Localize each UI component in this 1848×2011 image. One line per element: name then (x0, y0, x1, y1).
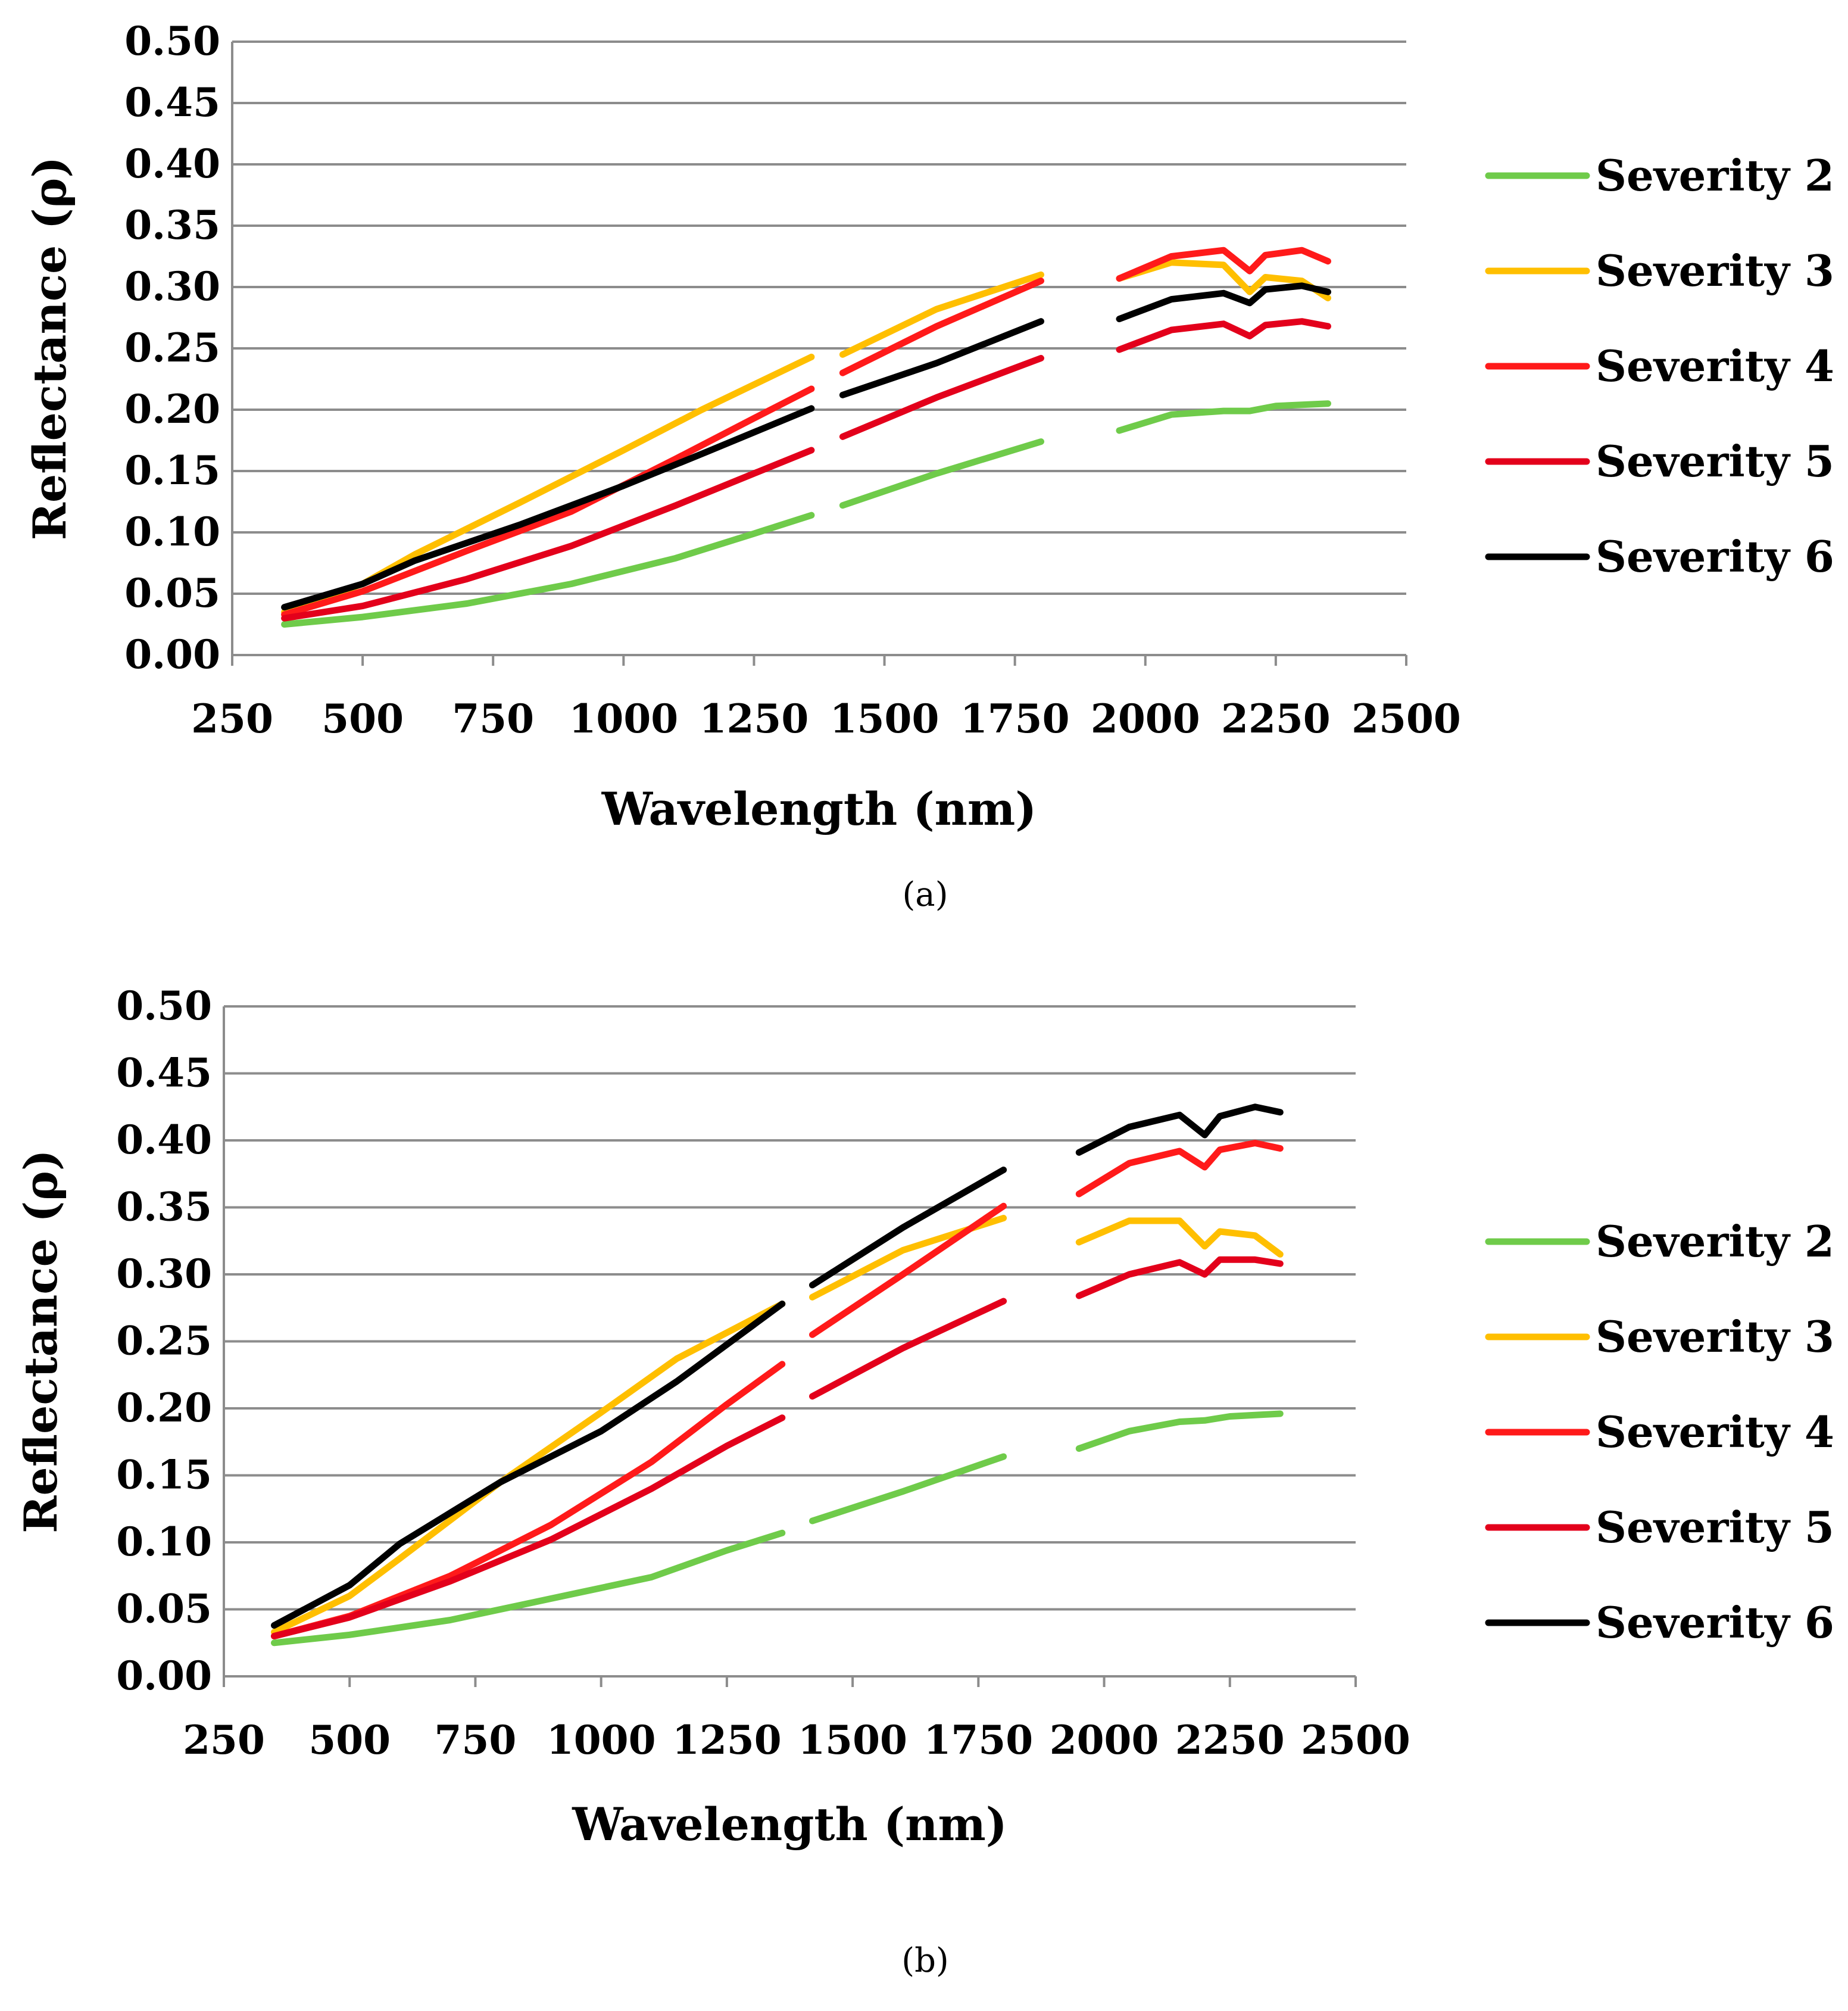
y-tick-label: 0.15 (116, 1452, 212, 1498)
legend-label: Severity 2 (1596, 1216, 1834, 1267)
series-line-severity-5 (271, 1414, 786, 1639)
x-axis-title: Wavelength (nm) (572, 1798, 1007, 1851)
y-tick-label: 0.00 (116, 1653, 212, 1699)
series-line-severity-6 (809, 1167, 1007, 1289)
x-tick-label: 2250 (1221, 696, 1331, 742)
series-line-severity-4 (809, 1202, 1007, 1338)
series-line-severity-4 (1116, 247, 1331, 282)
caption-a: (a) (902, 875, 948, 914)
series-line-severity-2 (839, 438, 1044, 509)
y-tick-label: 0.30 (116, 1251, 212, 1297)
y-tick-label: 0.15 (124, 447, 220, 494)
y-tick-label: 0.20 (116, 1385, 212, 1431)
y-tick-label: 0.45 (124, 79, 220, 126)
legend-label: Severity 5 (1596, 436, 1834, 487)
x-tick-label: 250 (183, 1717, 265, 1763)
y-tick-label: 0.05 (116, 1586, 212, 1632)
series-line-severity-2 (809, 1453, 1007, 1524)
y-tick-label: 0.05 (124, 570, 220, 616)
series-line-severity-5 (839, 355, 1044, 440)
series-line-severity-2 (271, 1529, 786, 1647)
x-axis-title: Wavelength (nm) (601, 782, 1037, 835)
y-tick-label: 0.35 (116, 1184, 212, 1230)
legend-label: Severity 2 (1596, 150, 1834, 201)
y-tick-label: 0.25 (116, 1318, 212, 1364)
y-tick-label: 0.10 (124, 509, 220, 555)
x-tick-label: 1500 (830, 696, 939, 742)
x-tick-label: 1000 (569, 696, 678, 742)
series-line-severity-6 (271, 1301, 786, 1629)
x-tick-label: 1000 (547, 1717, 656, 1763)
legend-label: Severity 4 (1596, 1407, 1834, 1457)
x-tick-label: 250 (191, 696, 273, 742)
y-axis-title: Reflectance (ρ) (14, 1149, 67, 1533)
y-tick-label: 0.50 (124, 18, 220, 64)
legend-label: Severity 3 (1596, 1311, 1834, 1362)
x-tick-label: 500 (321, 696, 404, 742)
series-line-severity-3 (809, 1215, 1007, 1301)
chart-a-svg: 0.00 0.05 0.10 0.15 0.20 0.25 0.30 0.35 0.40 0.45… (23, 18, 1834, 835)
series-line-severity-5 (809, 1298, 1007, 1400)
x-tick-label: 2000 (1050, 1717, 1159, 1763)
x-tick-label: 1250 (672, 1717, 782, 1763)
y-tick-label: 0.10 (116, 1519, 212, 1565)
x-tick-label: 1750 (923, 1717, 1033, 1763)
series-line-severity-4 (281, 385, 815, 618)
x-tick-label: 2500 (1301, 1717, 1410, 1763)
y-tick-label: 0.35 (124, 202, 220, 248)
legend-label: Severity 6 (1596, 531, 1834, 582)
series-line-severity-6 (1075, 1103, 1284, 1156)
series-line-severity-3 (839, 271, 1044, 358)
y-tick-label: 0.50 (116, 983, 212, 1029)
y-tick-label: 0.00 (124, 631, 220, 678)
x-tick-label: 750 (452, 696, 534, 742)
legend-label: Severity 6 (1596, 1597, 1834, 1648)
legend-label: Severity 4 (1596, 341, 1834, 391)
legend-label: Severity 3 (1596, 245, 1834, 296)
series-line-severity-3 (1075, 1217, 1284, 1258)
series-line-severity-6 (839, 318, 1044, 398)
legend-label: Severity 5 (1596, 1502, 1834, 1552)
series-line-severity-2 (281, 512, 815, 628)
series-line-severity-4 (1075, 1140, 1284, 1198)
y-tick-label: 0.20 (124, 386, 220, 432)
series-line-severity-5 (1116, 318, 1331, 353)
x-tick-label: 1250 (700, 696, 809, 742)
x-tick-label: 2250 (1175, 1717, 1285, 1763)
series-line-severity-5 (1075, 1256, 1284, 1299)
series-line-severity-6 (281, 405, 815, 611)
x-tick-label: 2500 (1351, 696, 1461, 742)
series-line-severity-6 (1116, 282, 1331, 323)
chart-panel-b: 0.00 0.05 0.10 0.15 0.20 0.25 0.30 0.35 0.40 0.45… (0, 965, 1848, 2011)
series-line-severity-5 (281, 447, 815, 622)
x-tick-label: 750 (435, 1717, 517, 1763)
y-tick-label: 0.40 (116, 1117, 212, 1163)
x-tick-label: 1500 (798, 1717, 907, 1763)
x-tick-label: 500 (308, 1717, 391, 1763)
chart-b-svg: 0.00 0.05 0.10 0.15 0.20 0.25 0.30 0.35 0.40 0.45… (14, 983, 1834, 1851)
x-tick-label: 1750 (960, 696, 1070, 742)
x-tick-label: 2000 (1091, 696, 1200, 742)
y-tick-label: 0.40 (124, 141, 220, 187)
y-axis-title: Reflectance (ρ) (23, 157, 76, 541)
series-line-severity-3 (1116, 259, 1331, 301)
series-line-severity-4 (839, 278, 1044, 376)
y-tick-label: 0.25 (124, 325, 220, 371)
y-tick-label: 0.45 (116, 1050, 212, 1096)
caption-b: (b) (901, 1941, 949, 1980)
chart-panel-a: 0.00 0.05 0.10 0.15 0.20 0.25 0.30 0.35 0.40 0.45… (0, 0, 1848, 953)
series-line-severity-2 (1116, 400, 1331, 434)
series-line-severity-2 (1075, 1410, 1284, 1452)
y-tick-label: 0.30 (124, 263, 220, 310)
